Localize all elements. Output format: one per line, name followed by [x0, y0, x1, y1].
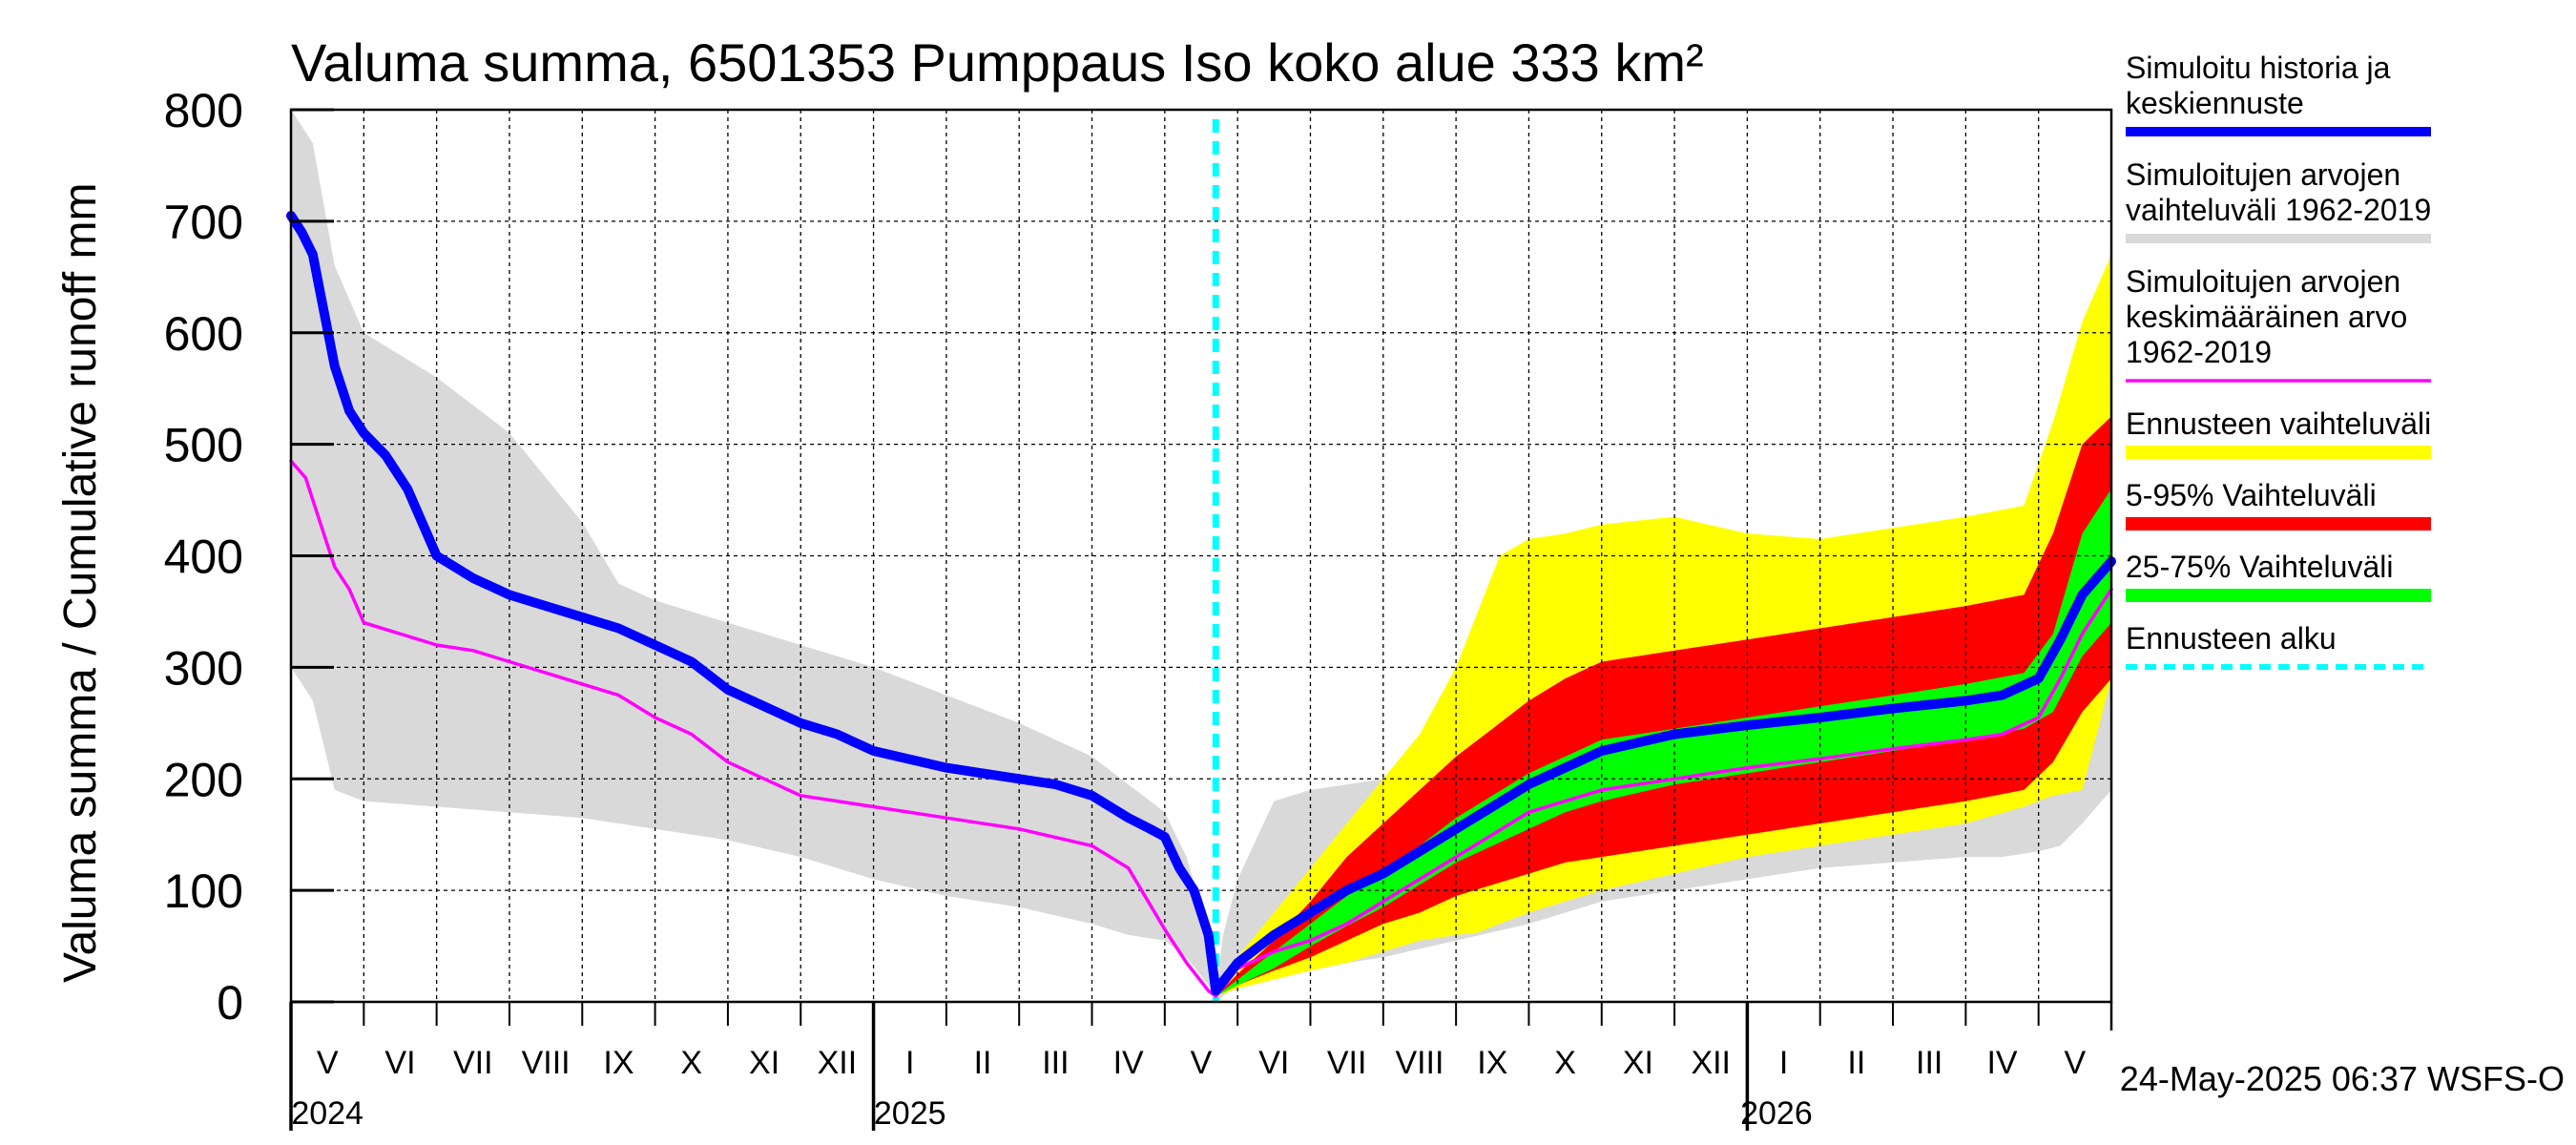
bands-layer [291, 110, 2111, 1002]
legend-text: Simuloitujen arvojen [2126, 264, 2400, 299]
x-month-label: VI [1258, 1045, 1289, 1081]
y-axis-label: Valuma summa / Cumulative runoff mm [55, 183, 106, 984]
y-tick-label: 200 [164, 753, 243, 806]
x-month-label: III [1042, 1045, 1069, 1081]
x-month-label: V [317, 1045, 339, 1081]
x-month-label: V [2064, 1045, 2086, 1081]
x-year-label: 2026 [1740, 1095, 1813, 1132]
x-year-label: 2025 [874, 1095, 946, 1132]
x-month-label: IX [603, 1045, 634, 1081]
y-tick-label: 800 [164, 84, 243, 137]
x-month-label: VIII [522, 1045, 571, 1081]
x-month-label: IV [1113, 1045, 1144, 1081]
x-month-label: VI [384, 1045, 415, 1081]
x-month-label: IX [1477, 1045, 1507, 1081]
x-month-label: XII [818, 1045, 858, 1081]
x-year-label: 2024 [291, 1095, 364, 1132]
timestamp: 24-May-2025 06:37 WSFS-O [2120, 1059, 2565, 1098]
x-month-label: V [1191, 1045, 1213, 1081]
x-month-label: I [905, 1045, 914, 1081]
legend-text: Simuloitujen arvojen [2126, 157, 2400, 192]
legend-text: 5-95% Vaihteluväli [2126, 478, 2377, 512]
band-p25-75 [1215, 489, 2111, 997]
x-month-label: IV [1986, 1045, 2017, 1081]
legend-text: Simuloitu historia ja [2126, 51, 2391, 85]
y-tick-label: 300 [164, 641, 243, 695]
legend-text: Ennusteen alku [2126, 621, 2337, 656]
x-month-label: X [1554, 1045, 1576, 1081]
x-month-label: X [680, 1045, 702, 1081]
chart-title: Valuma summa, 6501353 Pumppaus Iso koko … [291, 32, 1704, 93]
lines-layer [286, 119, 2116, 1002]
x-month-label: II [974, 1045, 992, 1081]
y-tick-label: 400 [164, 531, 243, 584]
y-tick-label: 100 [164, 864, 243, 918]
x-month-label: XI [1623, 1045, 1653, 1081]
legend-text: 1962-2019 [2126, 335, 2272, 369]
legend-text: keskiennuste [2126, 86, 2304, 120]
x-month-label: VII [1327, 1045, 1367, 1081]
x-month-label: VII [453, 1045, 493, 1081]
series-line-historical-mean [289, 459, 2113, 998]
x-month-label: I [1779, 1045, 1788, 1081]
series-line-simulated-median [286, 211, 2116, 996]
y-tick-label: 500 [164, 419, 243, 472]
legend-text: Ennusteen vaihteluväli [2126, 406, 2431, 441]
legend-text: 25-75% Vaihteluväli [2126, 550, 2393, 584]
y-tick-label: 600 [164, 307, 243, 361]
y-tick-label: 0 [217, 976, 243, 1030]
x-month-label: II [1847, 1045, 1865, 1081]
legend-text: vaihteluväli 1962-2019 [2126, 193, 2431, 227]
x-month-label: XII [1691, 1045, 1731, 1081]
x-month-label: III [1916, 1045, 1942, 1081]
x-month-label: VIII [1395, 1045, 1444, 1081]
x-month-label: XI [749, 1045, 779, 1081]
legend-text: keskimääräinen arvo [2126, 300, 2407, 334]
y-tick-label: 700 [164, 196, 243, 249]
